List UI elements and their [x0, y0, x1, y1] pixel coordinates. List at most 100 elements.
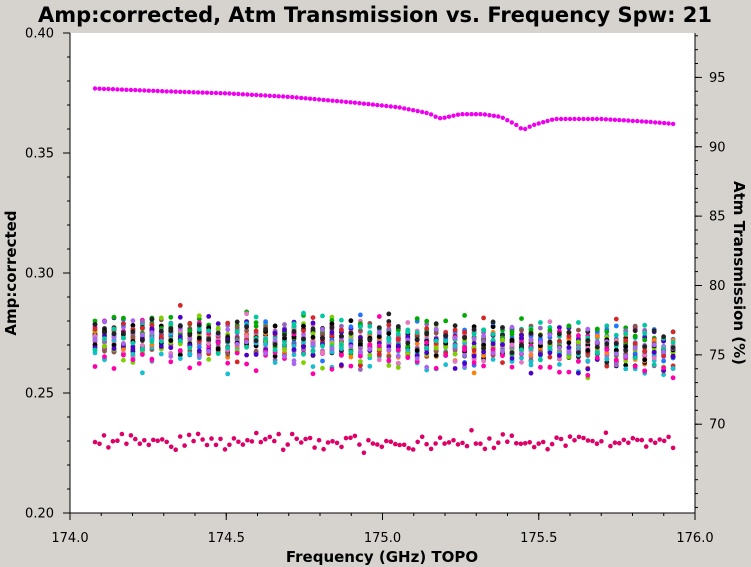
cluster-point [557, 362, 562, 367]
atm-point [393, 104, 398, 110]
x-axis-label: Frequency (GHz) TOPO [286, 548, 478, 566]
low-amp-point [433, 441, 438, 446]
low-amp-point [446, 440, 452, 445]
cluster-point [386, 331, 392, 336]
cluster-point [140, 332, 145, 338]
cluster-point [509, 342, 515, 348]
cluster-point [291, 361, 297, 367]
atm-point [204, 90, 210, 95]
cluster-point [433, 345, 439, 351]
atm-point [514, 122, 519, 128]
cluster-point [414, 337, 420, 343]
cluster-point [187, 345, 193, 351]
cluster-point [272, 342, 278, 347]
low-amp-point [401, 442, 407, 448]
low-amp-point [173, 447, 178, 453]
cluster-point [158, 328, 164, 334]
atm-point [482, 112, 488, 117]
cluster-point [376, 314, 382, 319]
low-amp-point [473, 441, 479, 446]
cluster-point [481, 358, 486, 364]
cluster-point [196, 322, 202, 328]
atm-point [478, 112, 483, 117]
atm-point [106, 86, 111, 92]
cluster-point [320, 335, 325, 341]
cluster-point [348, 354, 354, 360]
cluster-point [433, 338, 439, 344]
low-amp-point [101, 433, 107, 438]
cluster-point [557, 345, 562, 351]
cluster-point [130, 340, 136, 346]
atm-point [657, 120, 662, 125]
chart-title: Amp:corrected, Atm Transmission vs. Freq… [38, 3, 712, 27]
atm-point [451, 113, 456, 118]
atm-point [388, 104, 393, 109]
cluster-point [339, 362, 344, 368]
low-amp-point [92, 439, 98, 445]
atm-point [213, 90, 219, 96]
cluster-point [358, 367, 363, 372]
cluster-point [566, 334, 572, 339]
atm-point [662, 120, 667, 126]
cluster-point [509, 329, 515, 334]
low-amp-point [159, 437, 165, 442]
cluster-point [187, 332, 193, 338]
cluster-point [557, 353, 562, 358]
cluster-point [623, 353, 629, 359]
cluster-point [320, 343, 325, 349]
cluster-point [329, 325, 335, 331]
cluster-point [158, 344, 164, 349]
low-amp-point [428, 446, 434, 452]
cluster-point [177, 348, 183, 353]
cluster-point [538, 336, 543, 342]
cluster-point [196, 344, 202, 350]
cluster-point [196, 313, 202, 319]
low-amp-point [195, 431, 201, 437]
low-amp-point [119, 431, 125, 437]
cluster-point [168, 321, 174, 326]
cluster-point [576, 370, 581, 376]
cluster-point [623, 344, 629, 350]
cluster-point [651, 362, 657, 368]
cluster-point [613, 323, 619, 329]
cluster-point [234, 324, 240, 330]
low-amp-point [415, 439, 421, 445]
plot-area [70, 33, 695, 513]
low-amp-point [164, 439, 169, 445]
cluster-point [519, 351, 524, 356]
cluster-point [102, 354, 107, 360]
cluster-point [234, 350, 240, 356]
cluster-point [244, 334, 250, 340]
low-amp-point [151, 437, 156, 443]
cluster-point [386, 358, 392, 363]
cluster-point [594, 350, 600, 356]
cluster-point [405, 329, 411, 335]
cluster-point [358, 353, 363, 359]
cluster-point [585, 366, 591, 372]
atm-point [576, 116, 582, 122]
atm-point [644, 119, 649, 124]
atm-point [195, 90, 201, 95]
low-amp-point [487, 436, 492, 441]
cluster-point [462, 361, 467, 366]
cluster-point [452, 327, 458, 333]
cluster-point [329, 330, 335, 335]
low-amp-point [464, 443, 470, 449]
atm-point [375, 102, 380, 108]
cluster-point [395, 343, 401, 349]
low-amp-point [522, 441, 528, 446]
cluster-point [348, 344, 354, 349]
low-amp-point [177, 434, 183, 439]
y2-tick-label: 70 [709, 418, 726, 433]
y2-tick-label: 80 [709, 279, 726, 294]
cluster-point [557, 369, 562, 375]
cluster-point [168, 338, 174, 343]
low-amp-point [97, 441, 102, 447]
low-amp-point [168, 444, 174, 450]
cluster-point [376, 351, 382, 357]
cluster-point [140, 338, 145, 343]
cluster-point [528, 346, 534, 352]
cluster-point [121, 321, 126, 326]
atm-point [505, 118, 510, 123]
low-amp-point [106, 445, 111, 450]
